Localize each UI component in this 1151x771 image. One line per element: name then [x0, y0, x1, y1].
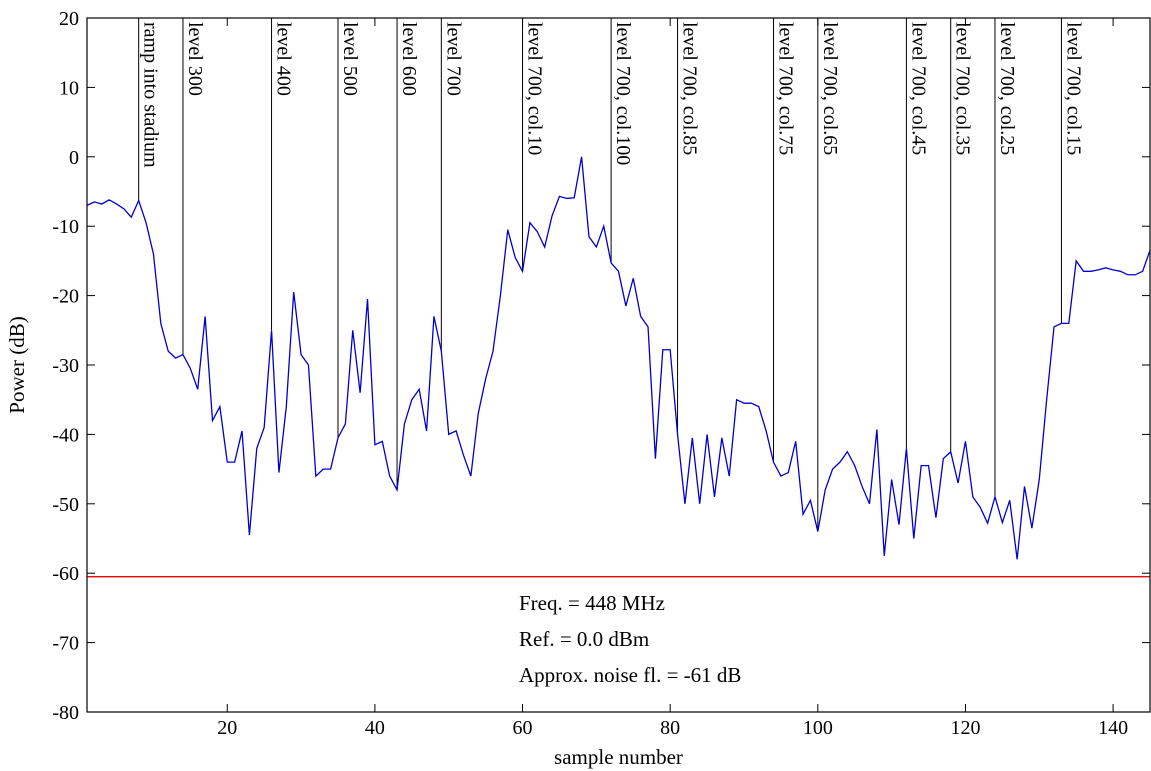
- marker-label: level 500: [339, 22, 361, 96]
- marker-label: level 700, col.25: [996, 22, 1018, 155]
- y-axis-label: Power (dB): [5, 316, 29, 413]
- marker-label: level 700, col.10: [524, 22, 546, 155]
- marker-label: level 700, col.100: [612, 22, 634, 165]
- y-tick-label: -80: [52, 702, 79, 724]
- marker-label: level 400: [273, 22, 295, 96]
- y-tick-label: -70: [52, 633, 79, 655]
- y-tick-label: -50: [52, 494, 79, 516]
- x-tick-label: 60: [513, 717, 533, 739]
- y-tick-label: -60: [52, 563, 79, 585]
- x-tick-label: 120: [950, 717, 980, 739]
- y-tick-label: -30: [52, 355, 79, 377]
- marker-label: level 700, col.15: [1062, 22, 1084, 155]
- annotation-line: Ref. = 0.0 dBm: [519, 627, 649, 651]
- y-tick-label: 20: [59, 8, 79, 30]
- marker-label: level 700, col.35: [952, 22, 974, 155]
- marker-layer: ramp into stadium level 300 level 400 level…: [138, 18, 1084, 532]
- x-tick-label: 20: [217, 717, 237, 739]
- x-tick-label: 80: [660, 717, 680, 739]
- marker-label: ramp into stadium: [140, 22, 162, 168]
- plot-frame: [86, 17, 1151, 713]
- y-tick-label: 0: [69, 147, 79, 169]
- y-tick-label: -10: [52, 216, 79, 238]
- marker-label: level 700: [442, 22, 464, 96]
- marker-label: level 700, col.75: [775, 22, 797, 155]
- marker-label: level 700, col.85: [679, 22, 701, 155]
- y-tick-label: -40: [52, 424, 79, 446]
- y-tick-label: -20: [52, 286, 79, 308]
- marker-label: level 300: [184, 22, 206, 96]
- x-tick-label: 140: [1098, 717, 1128, 739]
- annotation-layer: Freq. = 448 MHz Ref. = 0.0 dBm Approx. noi…: [519, 591, 741, 687]
- marker-label: level 700, col.45: [907, 22, 929, 155]
- power-series-line: [86, 156, 1151, 560]
- annotation-line: Freq. = 448 MHz: [519, 591, 665, 615]
- x-tick-label: 40: [365, 717, 385, 739]
- annotation-line: Approx. noise fl. = -61 dB: [519, 663, 741, 687]
- x-axis-label: sample number: [554, 745, 683, 769]
- x-tick-label: 100: [803, 717, 833, 739]
- marker-label: level 600: [398, 22, 420, 96]
- y-tick-label: 10: [59, 77, 79, 99]
- marker-label: level 700, col.65: [819, 22, 841, 155]
- tick-layer: 20 40 60 80 100 120 14020100-10-20-30-40-50-60…: [52, 8, 1150, 739]
- series-layer: [86, 156, 1151, 560]
